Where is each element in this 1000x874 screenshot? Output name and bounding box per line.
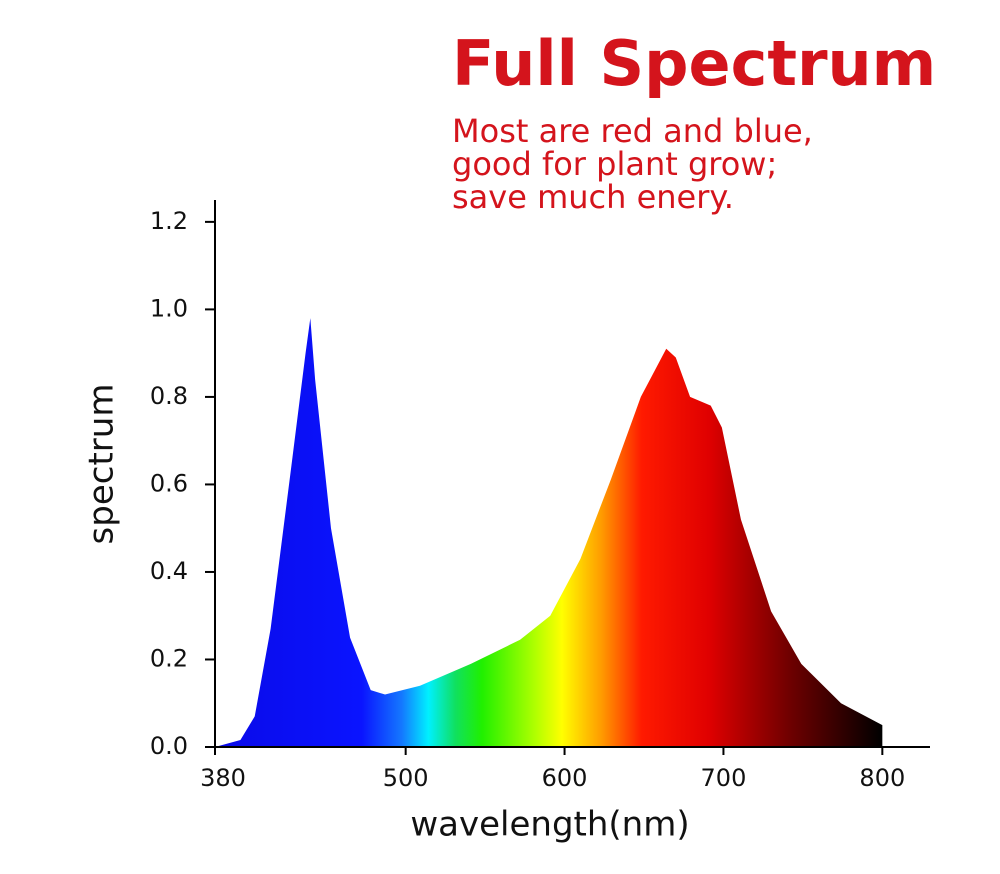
x-tick-label: 800: [859, 764, 905, 792]
y-tick-label: 0.0: [150, 732, 188, 760]
x-axis-label: wavelength(nm): [410, 805, 689, 845]
y-tick-label: 0.2: [150, 644, 188, 672]
x-tick-label: 700: [701, 764, 747, 792]
subtitle: Most are red and blue,: [452, 112, 813, 150]
y-tick-label: 1.0: [150, 294, 188, 322]
x-tick-label: 600: [542, 764, 588, 792]
y-axis-label: spectrum: [82, 384, 122, 545]
y-tick-label: 0.6: [150, 469, 188, 497]
y-tick-label: 0.8: [150, 382, 188, 410]
subtitle: good for plant grow;: [452, 145, 777, 183]
x-tick-label: 500: [383, 764, 429, 792]
chart-title: Full Spectrum: [452, 27, 936, 100]
y-tick-label: 0.4: [150, 557, 188, 585]
spectrum-area: [215, 318, 883, 747]
x-tick-label: 380: [200, 764, 246, 792]
y-tick-label: 1.2: [150, 207, 188, 235]
subtitle: save much enery.: [452, 178, 734, 216]
